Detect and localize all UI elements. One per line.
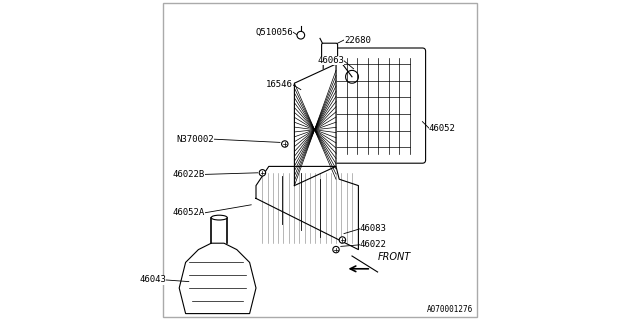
Ellipse shape bbox=[211, 215, 227, 220]
Text: FRONT: FRONT bbox=[378, 252, 411, 262]
Text: 46022: 46022 bbox=[360, 240, 387, 249]
Text: 46083: 46083 bbox=[360, 224, 387, 233]
Circle shape bbox=[259, 170, 266, 176]
Text: N370002: N370002 bbox=[177, 135, 214, 144]
Circle shape bbox=[297, 31, 305, 39]
FancyBboxPatch shape bbox=[322, 43, 338, 59]
Text: 46052A: 46052A bbox=[173, 208, 205, 217]
Text: 46022B: 46022B bbox=[173, 170, 205, 179]
Text: A070001276: A070001276 bbox=[428, 305, 474, 314]
Circle shape bbox=[333, 246, 339, 253]
Text: 46052: 46052 bbox=[429, 124, 456, 132]
Circle shape bbox=[282, 141, 288, 147]
Text: Q510056: Q510056 bbox=[255, 28, 292, 36]
Text: 46063: 46063 bbox=[317, 56, 344, 65]
Polygon shape bbox=[294, 64, 336, 186]
Text: 46043: 46043 bbox=[140, 276, 166, 284]
Circle shape bbox=[339, 237, 346, 243]
Text: 22680: 22680 bbox=[344, 36, 371, 44]
FancyBboxPatch shape bbox=[323, 48, 426, 163]
Text: 16546: 16546 bbox=[266, 80, 292, 89]
Polygon shape bbox=[256, 166, 358, 250]
Polygon shape bbox=[179, 243, 256, 314]
